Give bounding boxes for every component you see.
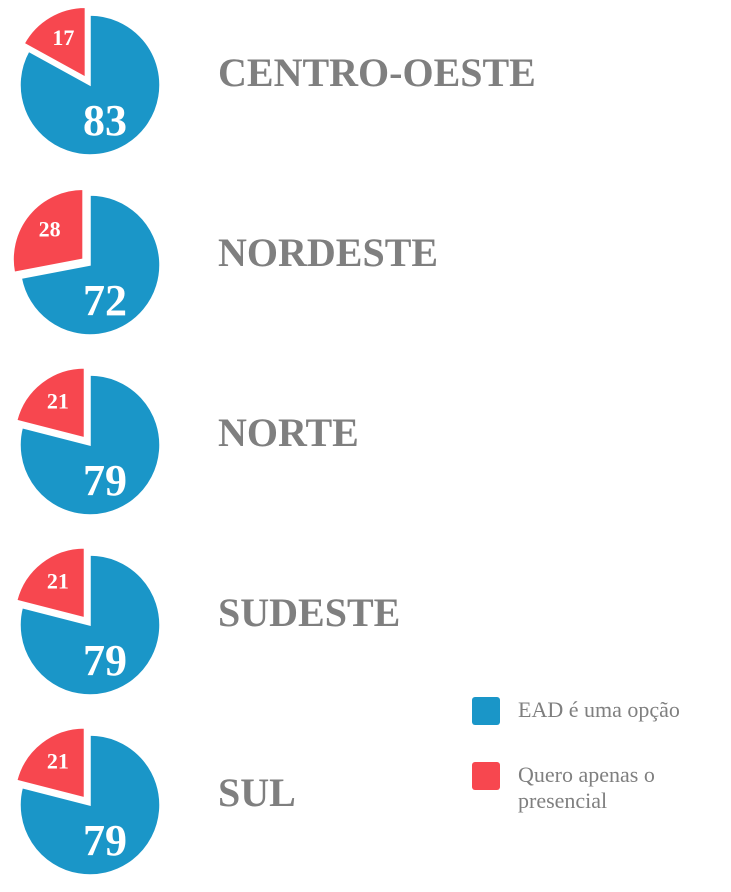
value-label: 17: [52, 25, 74, 50]
chart-title: SUL: [218, 770, 296, 815]
pie-slice: [15, 547, 86, 619]
chart-title: NORTE: [218, 410, 359, 455]
chart-title: SUDESTE: [218, 590, 400, 635]
value-label: 83: [83, 96, 127, 145]
value-label: 28: [39, 217, 61, 242]
value-label: 21: [47, 389, 69, 414]
legend-item: EAD é uma opção: [472, 697, 718, 725]
pie-slice: [23, 6, 87, 79]
pie-slice: [19, 14, 161, 156]
legend-swatch: [472, 762, 500, 790]
legend-label: Quero apenas o presencial: [518, 762, 655, 813]
legend-item: Quero apenas o presencial: [472, 762, 668, 814]
pie-slice: [20, 194, 161, 336]
legend-label: EAD é uma opção: [518, 697, 680, 722]
value-label: 72: [83, 276, 127, 325]
pie-slice: [12, 188, 84, 274]
chart-title: CENTRO-OESTE: [218, 50, 536, 95]
value-label: 79: [83, 816, 127, 865]
value-label: 79: [83, 636, 127, 685]
chart-title: NORDESTE: [218, 230, 438, 275]
pie-slice: [19, 554, 161, 696]
pie-slice: [19, 734, 161, 876]
pie-slice: [19, 374, 161, 516]
value-label: 21: [47, 569, 69, 594]
legend-swatch: [472, 697, 500, 725]
pie-slice: [15, 727, 86, 799]
value-label: 79: [83, 456, 127, 505]
pie-slice: [15, 367, 86, 439]
value-label: 21: [47, 749, 69, 774]
